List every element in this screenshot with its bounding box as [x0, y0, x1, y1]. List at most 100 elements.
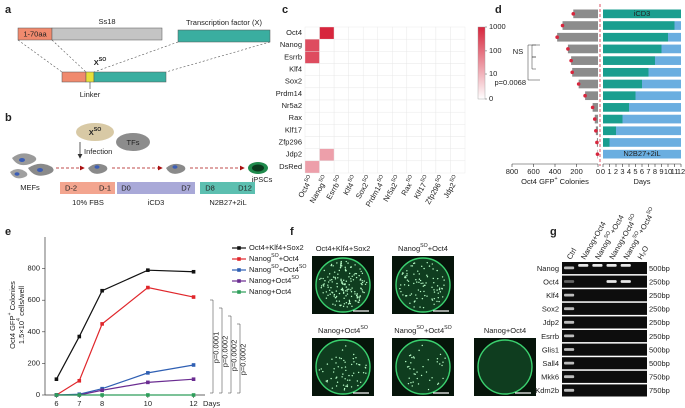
colony: [330, 263, 333, 266]
colony: [436, 285, 439, 287]
colony: [335, 356, 337, 359]
legend-marker: [237, 290, 241, 294]
x-tick-label: 3: [620, 167, 624, 176]
heatmap-cell: [333, 160, 349, 174]
infection-label: Infection: [84, 147, 112, 156]
colony: [359, 278, 362, 280]
colony: [406, 279, 409, 281]
colony: [358, 296, 361, 298]
x-tick-label: 600: [527, 167, 540, 176]
gene-label: Klf4: [546, 291, 559, 300]
heatmap-cell: [406, 26, 422, 40]
mefs-label: MEFs: [20, 183, 40, 192]
colony: [413, 368, 415, 370]
colony: [409, 368, 411, 370]
fusion-label-part: SO: [99, 57, 107, 63]
heatmap-cell: [319, 63, 335, 76]
colony: [363, 291, 365, 294]
row-label: Oct4: [286, 28, 302, 37]
colony: [336, 381, 339, 383]
colony: [416, 377, 418, 380]
colony: [361, 289, 363, 291]
heatmap-cell: [450, 87, 466, 101]
heatmap-cell: [421, 38, 437, 52]
bar-dot: [569, 58, 573, 63]
colony: [350, 363, 353, 366]
heatmap-cell: [435, 136, 451, 149]
bar-segment: [668, 32, 681, 42]
colony: [413, 306, 415, 308]
colony: [356, 380, 359, 382]
colony: [422, 306, 425, 309]
colony: [436, 361, 438, 363]
gel-strip: [562, 357, 647, 370]
plate-label-part: Nanog: [398, 244, 420, 253]
colony: [343, 279, 345, 281]
colony: [422, 285, 425, 287]
column-label-part: Nanog: [308, 181, 327, 205]
colony: [320, 277, 322, 280]
gel-band: [564, 266, 575, 270]
colony: [407, 284, 410, 287]
x-tick-label: 2: [614, 167, 618, 176]
legend-label-part: +Oct4: [279, 254, 299, 263]
colony: [344, 366, 347, 368]
bracket: [228, 315, 232, 394]
colony: [337, 273, 339, 275]
heatmap-cell: [392, 124, 408, 137]
colony: [358, 299, 361, 302]
lane-label-part: +Oct4: [636, 213, 654, 235]
gene-label: Oct4: [543, 277, 559, 286]
bar: [572, 67, 598, 77]
heatmap-cell: [319, 99, 335, 113]
colony: [341, 287, 344, 290]
panel-label: e: [5, 226, 11, 238]
colony: [433, 303, 435, 305]
heatmap-cell: [333, 148, 349, 162]
plate-label-part: Nanog+Oct4: [484, 326, 526, 335]
colony: [345, 270, 347, 272]
colony: [340, 288, 343, 291]
colony: [339, 266, 342, 269]
colony: [331, 278, 333, 281]
size-label: 250bp: [649, 277, 670, 286]
colony: [357, 384, 359, 387]
colony: [350, 280, 352, 282]
bar-dot: [594, 128, 598, 133]
heatmap-cell: [421, 148, 437, 162]
heatmap-cell: [304, 75, 320, 89]
heatmap-cell: [348, 38, 364, 52]
colony: [405, 360, 407, 363]
column-label-part: Klf4: [341, 181, 355, 197]
colony: [348, 299, 351, 302]
colony: [419, 306, 421, 308]
lane-label-part: SO: [604, 230, 613, 240]
gel-band: [620, 280, 631, 283]
colony: [355, 363, 358, 365]
colony: [442, 361, 444, 363]
bar-segment: [603, 149, 681, 159]
x-tick-label: 8: [653, 167, 657, 176]
colony: [437, 277, 439, 280]
plate: [315, 339, 371, 395]
heatmap-cell: [377, 148, 393, 162]
heatmap-cell: [333, 124, 349, 137]
size-label: 250bp: [649, 291, 670, 300]
bar-segment: [603, 126, 616, 136]
colony: [351, 275, 353, 278]
heatmap-cell: [304, 148, 320, 162]
gene-label: Kdm2b: [535, 386, 559, 395]
colony: [407, 382, 410, 385]
colony: [353, 372, 355, 374]
colony: [418, 278, 421, 280]
colony: [325, 380, 327, 382]
heatmap-cell: [362, 136, 378, 149]
colony: [348, 288, 350, 290]
colony: [413, 357, 415, 359]
gel-band: [564, 293, 575, 297]
colony: [439, 363, 441, 365]
gene-label: Mkk6: [541, 373, 559, 382]
colony: [361, 272, 364, 275]
heatmap-cell: [319, 87, 335, 101]
colony: [345, 295, 347, 297]
